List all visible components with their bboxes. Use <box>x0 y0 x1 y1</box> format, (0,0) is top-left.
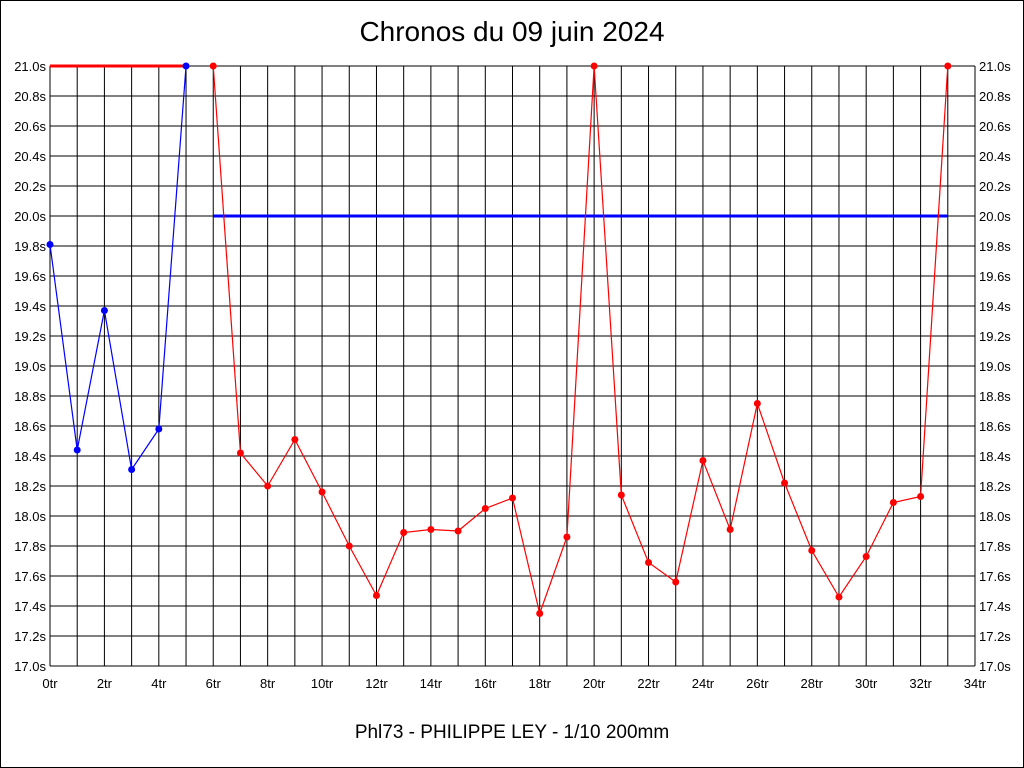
data-point <box>345 542 353 550</box>
data-point <box>699 457 707 464</box>
x-tick-label: 30tr <box>855 676 878 691</box>
y-tick-label-right: 20.8s <box>979 89 1011 104</box>
series-line <box>212 65 949 616</box>
y-tick-label-right: 20.4s <box>979 149 1011 164</box>
y-tick-label-right: 21.0s <box>979 59 1011 74</box>
data-point <box>862 553 870 560</box>
y-tick-label-right: 17.8s <box>979 539 1011 554</box>
data-point <box>100 307 108 314</box>
data-point <box>835 593 843 601</box>
x-tick-label: 28tr <box>801 676 824 691</box>
x-tick-label: 34tr <box>964 676 987 691</box>
y-tick-label-right: 20.0s <box>979 209 1011 224</box>
y-tick-label-left: 20.2s <box>14 179 46 194</box>
y-tick-label-left: 20.6s <box>14 119 46 134</box>
y-tick-label-left: 19.0s <box>14 359 46 374</box>
y-tick-label-right: 17.4s <box>979 599 1011 614</box>
x-tick-label: 10tr <box>311 676 334 691</box>
data-point <box>672 578 680 586</box>
x-tick-label: 12tr <box>365 676 388 691</box>
y-tick-label-right: 20.6s <box>979 119 1011 134</box>
x-tick-label: 0tr <box>42 676 58 691</box>
y-tick-label-right: 18.0s <box>979 509 1011 524</box>
y-tick-label-right: 20.2s <box>979 179 1011 194</box>
y-tick-label-left: 20.8s <box>14 89 46 104</box>
y-tick-label-left: 21.0s <box>14 59 46 74</box>
chart-title: Chronos du 09 juin 2024 <box>359 16 665 47</box>
y-tick-label-left: 20.0s <box>14 209 46 224</box>
data-point <box>944 62 952 70</box>
data-point <box>46 241 54 248</box>
y-tick-label-right: 19.0s <box>979 359 1011 374</box>
data-point <box>645 559 653 566</box>
y-tick-label-right: 18.6s <box>979 419 1011 434</box>
y-tick-label-left: 17.2s <box>14 629 46 644</box>
y-tick-label-right: 17.0s <box>979 659 1011 674</box>
data-point <box>264 482 272 490</box>
y-tick-label-right: 19.6s <box>979 269 1011 284</box>
y-tick-label-right: 18.8s <box>979 389 1011 404</box>
data-point <box>128 466 136 473</box>
y-tick-label-left: 18.2s <box>14 479 46 494</box>
y-tick-label-right: 18.2s <box>979 479 1011 494</box>
y-tick-label-right: 19.8s <box>979 239 1011 254</box>
x-tick-label: 2tr <box>97 676 113 691</box>
series-line <box>49 65 187 472</box>
x-tick-label: 20tr <box>583 676 606 691</box>
x-tick-label: 6tr <box>206 676 222 691</box>
y-tick-label-right: 17.2s <box>979 629 1011 644</box>
y-tick-label-left: 18.8s <box>14 389 46 404</box>
y-tick-label-right: 19.2s <box>979 329 1011 344</box>
y-tick-label-left: 19.8s <box>14 239 46 254</box>
y-tick-label-left: 20.4s <box>14 149 46 164</box>
y-tick-label-left: 19.2s <box>14 329 46 344</box>
data-point <box>481 505 489 512</box>
data-point <box>509 494 516 502</box>
x-tick-label: 8tr <box>260 676 276 691</box>
data-point <box>155 425 163 433</box>
x-tick-label: 26tr <box>746 676 769 691</box>
data-point <box>617 491 625 499</box>
data-point <box>400 529 408 536</box>
data-point <box>454 527 462 535</box>
data-point <box>427 526 435 533</box>
y-tick-label-right: 18.4s <box>979 449 1011 464</box>
data-point <box>182 62 190 70</box>
y-tick-label-left: 17.8s <box>14 539 46 554</box>
x-tick-label: 32tr <box>909 676 932 691</box>
y-tick-label-left: 17.0s <box>14 659 46 674</box>
x-tick-label: 4tr <box>151 676 167 691</box>
x-tick-label: 16tr <box>474 676 497 691</box>
x-tick-label: 14tr <box>420 676 443 691</box>
data-point <box>781 479 789 487</box>
y-tick-label-left: 18.0s <box>14 509 46 524</box>
data-point <box>590 62 598 70</box>
y-tick-label-left: 17.6s <box>14 569 46 584</box>
data-point <box>917 493 925 500</box>
x-tick-label: 18tr <box>529 676 552 691</box>
x-tick-label: 24tr <box>692 676 715 691</box>
data-point <box>889 499 897 506</box>
x-tick-label: 22tr <box>637 676 660 691</box>
data-point <box>536 610 544 617</box>
data-point <box>726 526 734 533</box>
y-tick-label-left: 18.4s <box>14 449 46 464</box>
data-point <box>753 400 761 407</box>
data-point <box>236 449 244 457</box>
y-tick-label-left: 18.6s <box>14 419 46 434</box>
y-tick-label-right: 17.6s <box>979 569 1011 584</box>
y-tick-label-left: 17.4s <box>14 599 46 614</box>
y-tick-label-right: 19.4s <box>979 299 1011 314</box>
data-point <box>563 533 571 541</box>
data-point <box>372 592 380 599</box>
y-tick-label-left: 19.4s <box>14 299 46 314</box>
data-point <box>808 547 816 554</box>
data-point <box>318 488 326 496</box>
data-point <box>209 62 217 70</box>
data-point <box>73 446 81 454</box>
y-tick-label-left: 19.6s <box>14 269 46 284</box>
data-point <box>291 436 299 443</box>
chart-subtitle: Phl73 - PHILIPPE LEY - 1/10 200mm <box>354 722 670 743</box>
